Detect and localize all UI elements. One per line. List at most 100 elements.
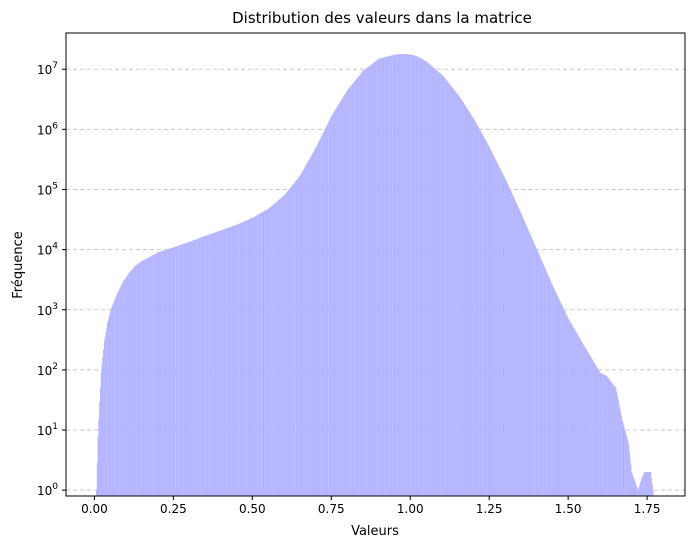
- histogram-bar: [383, 57, 385, 496]
- histogram-bar: [275, 202, 277, 497]
- histogram-bar: [561, 305, 563, 496]
- histogram-bar: [444, 77, 446, 496]
- histogram-bar: [127, 274, 129, 496]
- histogram-bar: [120, 286, 122, 496]
- histogram-bar: [432, 66, 434, 496]
- histogram-bar: [122, 281, 124, 496]
- histogram-bar: [414, 55, 416, 496]
- histogram-bar: [230, 226, 232, 496]
- histogram-bar: [385, 56, 387, 497]
- histogram-bar: [493, 155, 495, 496]
- histogram-bar: [294, 181, 296, 496]
- histogram-bar: [172, 247, 174, 496]
- histogram-bar: [578, 336, 580, 496]
- histogram-bar: [219, 230, 221, 496]
- histogram-bar: [159, 251, 161, 496]
- histogram-bar: [292, 184, 294, 496]
- histogram-bar: [300, 174, 302, 496]
- histogram-bar: [348, 88, 350, 496]
- histogram-bar: [185, 243, 187, 496]
- histogram-bar: [339, 102, 341, 496]
- histogram-bar: [229, 227, 231, 496]
- histogram-bar: [358, 75, 360, 496]
- histogram-bar: [407, 54, 409, 497]
- histogram-bar: [474, 120, 476, 496]
- histogram-bar: [233, 225, 235, 497]
- histogram-bar: [634, 481, 636, 496]
- histogram-bar: [148, 257, 150, 496]
- histogram-bar: [440, 73, 442, 496]
- histogram-bar: [533, 242, 535, 496]
- histogram-bar: [140, 261, 142, 496]
- histogram-bar: [513, 197, 515, 496]
- histogram-bar: [166, 249, 168, 496]
- histogram-bar: [399, 54, 401, 496]
- histogram-bar: [599, 372, 601, 496]
- histogram-bar: [602, 373, 603, 496]
- histogram-bar: [563, 309, 565, 496]
- histogram-bar: [372, 63, 374, 496]
- histogram-bar: [406, 54, 408, 497]
- histogram-bar: [190, 241, 192, 496]
- histogram-bar: [543, 265, 545, 496]
- histogram-bar: [164, 250, 166, 496]
- histogram-bar: [288, 189, 290, 496]
- histogram-bar: [167, 249, 168, 496]
- histogram-bar: [396, 54, 397, 497]
- histogram-bar: [273, 203, 275, 496]
- histogram-bar: [199, 237, 201, 497]
- histogram-bar: [576, 332, 577, 496]
- histogram-bar: [562, 307, 564, 496]
- histogram-bar: [441, 74, 442, 496]
- histogram-bar: [311, 154, 313, 497]
- histogram-bar: [592, 360, 594, 496]
- histogram-bar: [291, 186, 292, 496]
- histogram-bar: [417, 56, 419, 496]
- histogram-bar: [574, 329, 576, 496]
- histogram-bar: [234, 225, 236, 496]
- histogram-bar: [557, 297, 559, 496]
- histogram-bar: [392, 55, 393, 497]
- histogram-bar: [129, 271, 131, 496]
- histogram-bar: [647, 472, 649, 496]
- histogram-bar: [182, 243, 184, 496]
- histogram-bar: [476, 124, 478, 496]
- histogram-bar: [564, 312, 566, 496]
- histogram-bar: [150, 256, 152, 496]
- histogram-bar: [395, 54, 397, 497]
- histogram-bar: [624, 428, 626, 496]
- histogram-bar: [639, 482, 641, 496]
- histogram-bar: [114, 300, 116, 496]
- histogram-bar: [561, 304, 562, 496]
- histogram-bar: [439, 72, 441, 496]
- histogram-bar: [136, 264, 138, 496]
- histogram-bar: [253, 217, 255, 497]
- histogram-bar: [463, 102, 465, 496]
- histogram-bar: [559, 300, 561, 496]
- histogram-bar: [270, 206, 272, 496]
- histogram-bar: [330, 117, 332, 497]
- histogram-bar: [464, 105, 466, 497]
- histogram-bar: [138, 263, 140, 496]
- histogram-bar: [309, 157, 311, 496]
- histogram-bar: [531, 236, 532, 496]
- histogram-bar: [618, 403, 620, 496]
- histogram-bar: [235, 224, 237, 496]
- histogram-bar: [332, 114, 333, 496]
- histogram-bar: [626, 437, 628, 496]
- histogram-bar: [429, 64, 431, 497]
- histogram-bar: [107, 323, 108, 496]
- histogram-bar: [601, 373, 603, 496]
- histogram-bar: [420, 58, 422, 496]
- histogram-bar: [133, 266, 135, 496]
- histogram-bar: [586, 349, 588, 496]
- histogram-bar: [349, 87, 351, 496]
- histogram-bar: [478, 128, 480, 496]
- histogram-bar: [462, 101, 464, 496]
- histogram-bar: [534, 245, 536, 496]
- histogram-bar: [489, 147, 491, 496]
- histogram-bar: [638, 487, 640, 496]
- histogram-bar: [632, 476, 634, 496]
- histogram-bar: [555, 292, 557, 496]
- histogram-bar: [583, 345, 585, 496]
